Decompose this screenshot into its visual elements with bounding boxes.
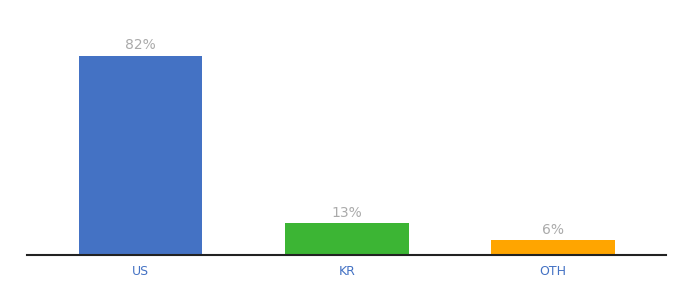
Bar bbox=[79, 56, 203, 255]
Bar bbox=[285, 224, 409, 255]
Text: 82%: 82% bbox=[125, 38, 156, 52]
Text: 6%: 6% bbox=[542, 223, 564, 237]
Bar bbox=[491, 240, 615, 255]
Text: 13%: 13% bbox=[331, 206, 362, 220]
